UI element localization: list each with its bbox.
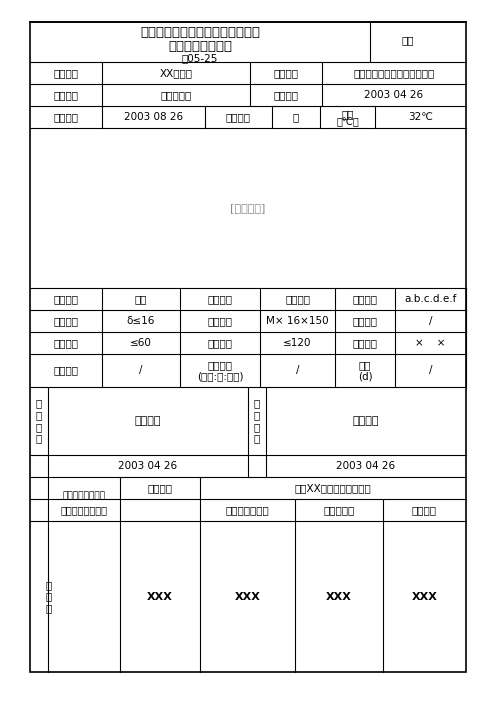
Text: 电梯井道内: 电梯井道内 xyxy=(160,90,191,100)
Text: 气温: 气温 xyxy=(341,109,354,119)
Text: 2003 04 26: 2003 04 26 xyxy=(336,461,396,471)
Text: 隐蔽工程检查记录: 隐蔽工程检查记录 xyxy=(168,39,232,53)
Text: 复查合格: 复查合格 xyxy=(353,416,379,426)
Text: 型钢规格: 型钢规格 xyxy=(353,316,377,326)
Text: 隐检项目: 隐检项目 xyxy=(273,68,299,78)
Text: 井壁结构: 井壁结构 xyxy=(54,294,78,304)
Text: /: / xyxy=(429,316,432,326)
Text: 建设（监理）单位: 建设（监理）单位 xyxy=(61,505,108,515)
Text: /: / xyxy=(139,366,143,376)
Text: 晴: 晴 xyxy=(293,112,299,122)
Text: 检
查
意
见: 检 查 意 见 xyxy=(36,399,42,444)
Text: 养护
(d): 养护 (d) xyxy=(358,359,372,381)
Text: 复
查
意
见: 复 查 意 见 xyxy=(254,399,260,444)
Text: 2003 08 26: 2003 08 26 xyxy=(124,112,183,122)
Text: 工程名称: 工程名称 xyxy=(54,68,78,78)
Text: 施工日期: 施工日期 xyxy=(54,112,78,122)
Text: 适应图号: 适应图号 xyxy=(353,294,377,304)
Text: 表05-25: 表05-25 xyxy=(182,53,218,63)
Text: 编号: 编号 xyxy=(402,35,414,45)
Text: 埋设深度: 埋设深度 xyxy=(207,338,233,348)
Text: XXX: XXX xyxy=(235,592,260,602)
Text: 适用工艺: 适用工艺 xyxy=(207,294,233,304)
Text: /: / xyxy=(429,366,432,376)
Text: 砼配合比
(水泥:砂:豆石): 砼配合比 (水泥:砂:豆石) xyxy=(197,359,243,381)
Text: M× 16×150: M× 16×150 xyxy=(266,316,329,326)
Text: 墙洞尺寸: 墙洞尺寸 xyxy=(353,338,377,348)
Text: 膨胀螺栓: 膨胀螺栓 xyxy=(285,294,310,304)
Bar xyxy=(30,22,466,672)
Text: ≤120: ≤120 xyxy=(283,338,312,348)
Text: XXX: XXX xyxy=(326,592,352,602)
Text: 导轨、层门的支架、螺栓埋设: 导轨、层门的支架、螺栓埋设 xyxy=(353,68,434,78)
Text: 同意隐蔽: 同意隐蔽 xyxy=(135,416,161,426)
Text: 2003 04 26: 2003 04 26 xyxy=(119,461,178,471)
Text: 河北XX电梯设备安装公司: 河北XX电梯设备安装公司 xyxy=(295,483,372,493)
Text: XXX: XXX xyxy=(147,592,173,602)
Text: 专业质检员: 专业质检员 xyxy=(323,505,355,515)
Text: XXX: XXX xyxy=(412,592,437,602)
Text: a.b.c.d.e.f: a.b.c.d.e.f xyxy=(404,294,457,304)
Text: 专业技术负责人: 专业技术负责人 xyxy=(226,505,269,515)
Text: δ≤16: δ≤16 xyxy=(127,316,155,326)
Text: ≤60: ≤60 xyxy=(130,338,152,348)
Text: 现浇: 现浇 xyxy=(135,294,147,304)
Text: [图示区域]: [图示区域] xyxy=(230,203,266,213)
Text: 天气情况: 天气情况 xyxy=(226,112,251,122)
Text: （℃）: （℃） xyxy=(336,117,359,127)
Text: /: / xyxy=(296,366,299,376)
Text: ×    ×: × × xyxy=(415,338,446,348)
Text: 电梯导轨、层门的支架、螺栓埋设: 电梯导轨、层门的支架、螺栓埋设 xyxy=(140,25,260,39)
Text: 安装单位: 安装单位 xyxy=(147,483,173,493)
Text: 检查部位: 检查部位 xyxy=(54,90,78,100)
Text: XX干休所: XX干休所 xyxy=(160,68,192,78)
Text: 燕尾夹角: 燕尾夹角 xyxy=(54,338,78,348)
Text: 32℃: 32℃ xyxy=(408,112,433,122)
Text: 专业工长: 专业工长 xyxy=(412,505,437,515)
Text: 螺栓规格: 螺栓规格 xyxy=(207,316,233,326)
Text: 2003 04 26: 2003 04 26 xyxy=(365,90,424,100)
Text: 填写日期: 填写日期 xyxy=(273,90,299,100)
Text: 清渣冲水: 清渣冲水 xyxy=(54,366,78,376)
Text: 建设（监理）单位: 建设（监理）单位 xyxy=(62,491,106,501)
Text: 签
字
栏: 签 字 栏 xyxy=(46,580,52,613)
Text: 埋铁厚度: 埋铁厚度 xyxy=(54,316,78,326)
